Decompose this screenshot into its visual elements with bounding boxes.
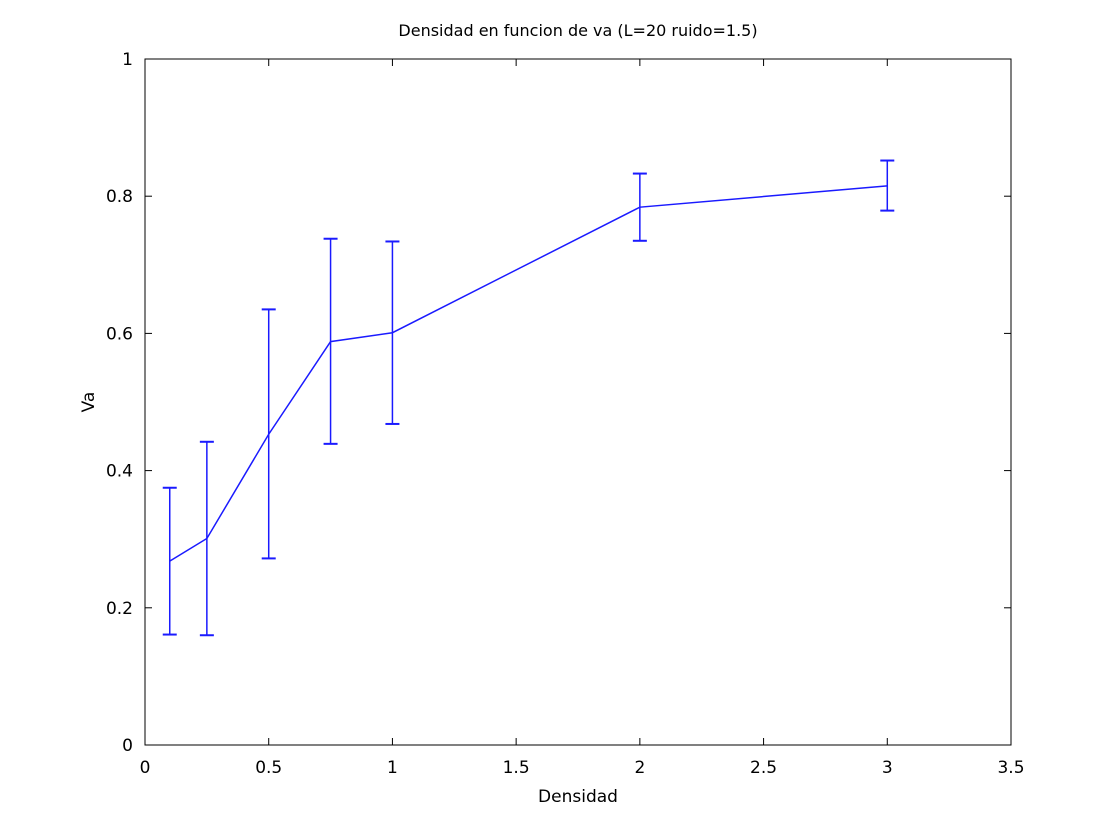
y-tick-label: 0.2 <box>106 599 133 619</box>
error-bar <box>199 440 214 637</box>
x-tick-label: 3 <box>882 758 893 778</box>
x-tick-label: 1 <box>387 758 398 778</box>
y-tick-label: 0.6 <box>106 324 133 344</box>
y-tick-label: 1 <box>122 50 133 70</box>
y-tick-label: 0.8 <box>106 187 133 207</box>
y-axis-title: Va <box>79 392 99 413</box>
x-tick-label: 2 <box>634 758 645 778</box>
x-axis-title: Densidad <box>538 787 618 807</box>
series-group <box>162 159 895 637</box>
error-bar <box>632 172 647 242</box>
chart-title: Densidad en funcion de va (L=20 ruido=1.… <box>398 21 757 40</box>
axis-ticks: 0 0.5 1 1.5 2 2.5 3 3.5 0 0.2 0.4 0.6 0.8 1 <box>106 50 1025 778</box>
y-tick-label: 0.4 <box>106 462 133 482</box>
y-tick-label: 0 <box>122 736 133 756</box>
error-bar <box>162 486 177 636</box>
x-tick-label: 2.5 <box>750 758 777 778</box>
error-bar <box>261 308 276 560</box>
error-bar <box>880 159 895 212</box>
x-tick-label: 0.5 <box>255 758 282 778</box>
error-bar <box>385 240 400 425</box>
plot-area-frame <box>144 58 1012 746</box>
error-bar <box>323 237 338 445</box>
x-tick-label: 0 <box>140 758 151 778</box>
x-tick-label: 3.5 <box>997 758 1024 778</box>
x-tick-label: 1.5 <box>503 758 530 778</box>
